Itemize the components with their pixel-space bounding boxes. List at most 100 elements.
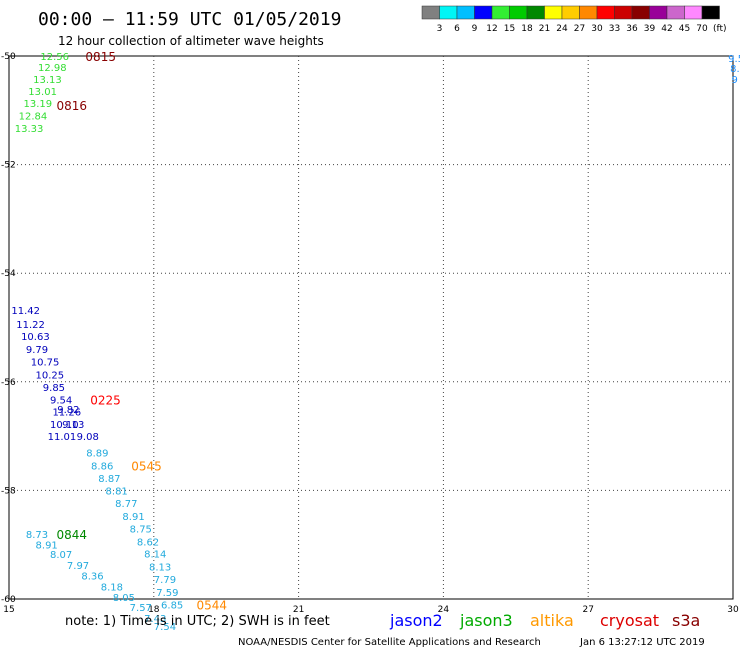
swh-value-label: 13.01 xyxy=(28,87,57,98)
colorbar-swatch xyxy=(684,5,703,20)
colorbar-swatch xyxy=(631,5,650,20)
colorbar-tick: 9 xyxy=(472,24,478,34)
swh-value-label: 10.63 xyxy=(21,332,50,343)
colorbar-tick: 21 xyxy=(539,24,550,34)
colorbar-swatch xyxy=(421,5,440,20)
y-tick-label: -54 xyxy=(1,269,16,279)
swh-value-label: 12.98 xyxy=(38,63,67,74)
swh-value-label: 8.91 xyxy=(36,541,58,552)
colorbar-tick: 45 xyxy=(679,24,690,34)
swh-value-label: 8.91 xyxy=(122,512,144,523)
pass-time-label: 0544 xyxy=(196,598,227,612)
colorbar-swatch xyxy=(544,5,563,20)
colorbar-tick: 36 xyxy=(626,24,638,34)
colorbar-swatch xyxy=(596,5,615,20)
footer-credit: NOAA/NESDIS Center for Satellite Applica… xyxy=(238,637,541,648)
swh-value-label: 9.08 xyxy=(77,432,99,443)
colorbar-tick: 70 xyxy=(696,24,708,34)
colorbar-swatch xyxy=(701,5,720,20)
swh-value-label: 11.01 xyxy=(48,432,77,443)
x-tick-label: 15 xyxy=(3,605,14,615)
swh-value-label: 8.87 xyxy=(98,474,120,485)
colorbar-swatch xyxy=(649,5,668,20)
swh-value-label: 9.53 xyxy=(728,54,740,65)
swh-value-label: 11.26 xyxy=(52,408,81,419)
colorbar-swatch xyxy=(666,5,685,20)
y-tick-label: -60 xyxy=(1,595,16,605)
swh-value-label: 10.25 xyxy=(36,371,65,382)
swh-value-label: 8.89 xyxy=(86,448,108,459)
colorbar-tick: 42 xyxy=(661,24,672,34)
swh-value-label: 8.73 xyxy=(26,530,48,541)
colorbar-swatch xyxy=(439,5,458,20)
swh-value-label: 8.07 xyxy=(50,550,72,561)
colorbar-unit: (ft) xyxy=(713,24,727,34)
x-tick-label: 24 xyxy=(438,605,450,615)
satellite-legend: jason2 jason3 altika cryosat s3a xyxy=(389,611,700,630)
x-tick-label: 21 xyxy=(293,605,304,615)
y-tick-label: -56 xyxy=(1,378,16,388)
swh-value-label: 9 xyxy=(732,75,738,86)
swh-value-label: 11.22 xyxy=(16,320,45,331)
swh-value-label: 7.59 xyxy=(156,588,178,599)
chart-subtitle: 12 hour collection of altimeter wave hei… xyxy=(58,34,324,48)
grid-lines xyxy=(9,56,733,599)
colorbar-tick: 27 xyxy=(574,24,585,34)
y-tick-label: -52 xyxy=(1,161,16,171)
pass-time-label: 0816 xyxy=(56,99,87,113)
swh-value-label: 13.19 xyxy=(23,99,52,110)
swh-value-label: 8.05 xyxy=(113,593,135,604)
y-tick-label: -58 xyxy=(1,486,16,496)
swh-value-label: 8.13 xyxy=(149,562,171,573)
swh-value-label: 8.75 xyxy=(130,524,152,535)
swh-value-label: 8.62 xyxy=(137,537,159,548)
swh-value-label: 9.82 xyxy=(57,405,79,416)
colorbar-swatch xyxy=(474,5,493,20)
colorbar-tick: 30 xyxy=(591,24,603,34)
swh-value-label: 7.43 xyxy=(144,614,166,625)
swh-value-label: 10.75 xyxy=(31,358,60,369)
colorbar-tick: 33 xyxy=(609,24,620,34)
colorbar-swatch xyxy=(561,5,580,20)
colorbar-tick: 18 xyxy=(521,24,533,34)
legend-entry: cryosat xyxy=(600,611,659,630)
plot-frame xyxy=(8,55,734,600)
legend-entry: jason3 xyxy=(459,611,513,630)
colorbar-tick: 39 xyxy=(644,24,656,34)
legend-entry: jason2 xyxy=(389,611,443,630)
pass-time-label: 0815 xyxy=(85,50,116,64)
swh-value-label: 12.56 xyxy=(40,52,69,63)
footer-note: note: 1) Time is in UTC; 2) SWH is in fe… xyxy=(65,614,330,629)
x-tick-label: 30 xyxy=(727,605,739,615)
swh-value-label: 7.79 xyxy=(154,575,176,586)
colorbar-swatch xyxy=(526,5,545,20)
colorbar-swatch xyxy=(579,5,598,20)
colorbar-swatch xyxy=(614,5,633,20)
x-tick-label: 18 xyxy=(148,605,160,615)
swh-value-label: 7.97 xyxy=(67,561,89,572)
swh-value-label: 8.14 xyxy=(144,549,166,560)
legend-entry: altika xyxy=(530,611,574,630)
swh-value-label: 9.79 xyxy=(26,345,48,356)
y-tick-label: -50 xyxy=(1,52,16,62)
colorbar-swatch xyxy=(509,5,528,20)
swh-value-label: 13.33 xyxy=(15,124,44,135)
footer-timestamp: Jan 6 13:27:12 UTC 2019 xyxy=(579,637,705,648)
colorbar-tick: 12 xyxy=(486,24,497,34)
colorbar-tick: 6 xyxy=(454,24,460,34)
legend-entry: s3a xyxy=(672,611,700,630)
swh-value-label: 10.10 xyxy=(50,420,79,431)
swh-value-label: 8.77 xyxy=(115,499,137,510)
x-tick-label: 27 xyxy=(582,605,593,615)
swh-value-label: 13.13 xyxy=(33,75,62,86)
colorbar: 3 6 9 12 15 18 21 24 27 30 33 36 39 42 45 70 xyxy=(421,5,720,34)
swh-value-label: 12.84 xyxy=(19,112,48,123)
time-labels: 0815 0816 0225 0545 0844 0544 xyxy=(56,50,227,612)
colorbar-tick: 15 xyxy=(504,24,515,34)
plot-area xyxy=(8,55,734,600)
swh-value-label: 8.81 xyxy=(106,486,128,497)
pass-time-label: 0545 xyxy=(131,459,162,473)
swh-value-label: 7.54 xyxy=(154,622,176,633)
